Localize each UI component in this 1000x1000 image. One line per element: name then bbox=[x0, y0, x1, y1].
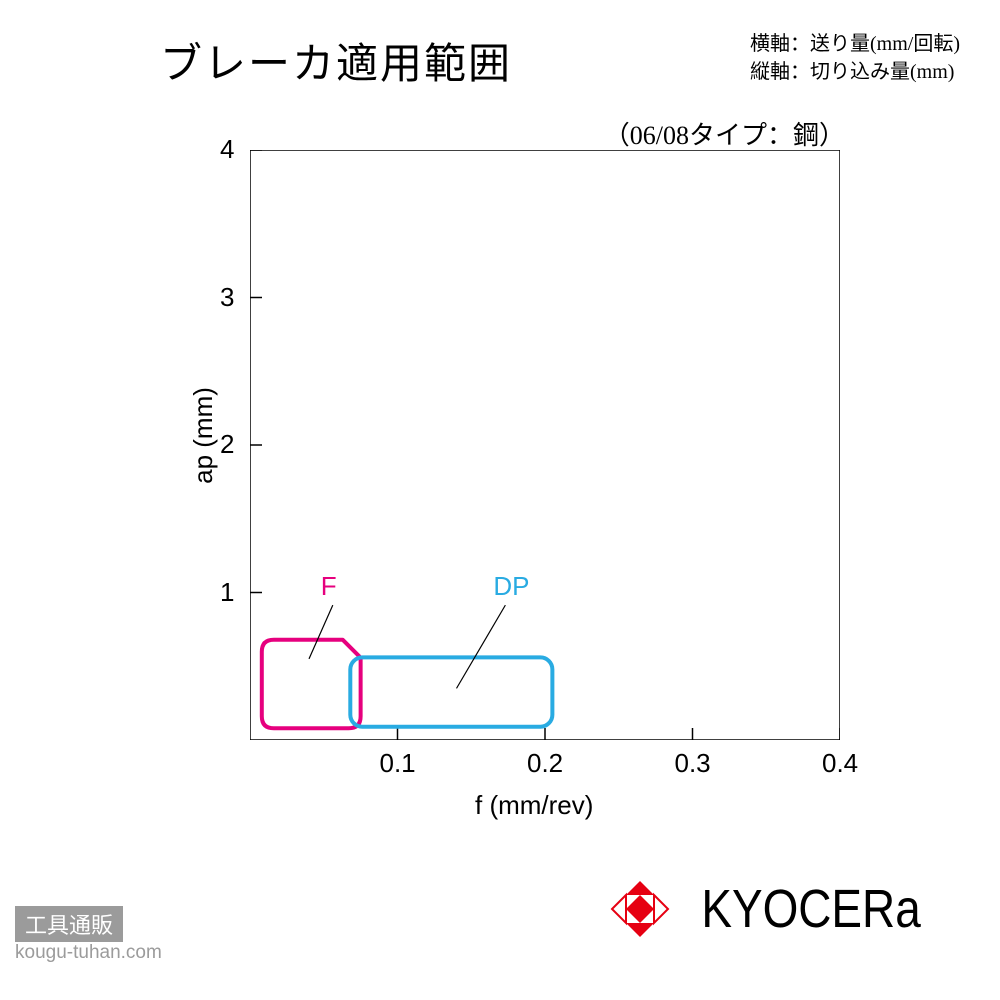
watermark-label: 工具通販 bbox=[15, 906, 123, 942]
y-axis-desc: 縦軸：切り込み量(mm) bbox=[750, 58, 960, 86]
kyocera-icon bbox=[610, 881, 670, 937]
region-label-f: F bbox=[321, 571, 337, 602]
brand-logo: KYOCERa bbox=[610, 878, 940, 940]
chart bbox=[250, 150, 840, 740]
brand-name: KYOCERa bbox=[701, 878, 920, 940]
chart-subtitle: （06/08タイプ：鋼） bbox=[604, 115, 845, 152]
y-tick-label: 2 bbox=[220, 429, 234, 460]
y-axis-label: ap (mm) bbox=[188, 387, 219, 484]
y-tick-label: 4 bbox=[220, 134, 234, 165]
y-tick-label: 3 bbox=[220, 282, 234, 313]
x-tick-label: 0.2 bbox=[527, 748, 563, 779]
x-tick-label: 0.4 bbox=[822, 748, 858, 779]
x-axis-label: f (mm/rev) bbox=[475, 790, 593, 821]
watermark-url: kougu-tuhan.com bbox=[15, 942, 162, 964]
x-axis-desc: 横軸：送り量(mm/回転) bbox=[750, 30, 960, 58]
x-tick-label: 0.1 bbox=[380, 748, 416, 779]
page-title: ブレーカ適用範囲 bbox=[160, 30, 512, 91]
x-tick-label: 0.3 bbox=[675, 748, 711, 779]
region-label-dp: DP bbox=[493, 571, 529, 602]
y-tick-label: 1 bbox=[220, 577, 234, 608]
axis-descriptions: 横軸：送り量(mm/回転) 縦軸：切り込み量(mm) bbox=[750, 30, 960, 86]
